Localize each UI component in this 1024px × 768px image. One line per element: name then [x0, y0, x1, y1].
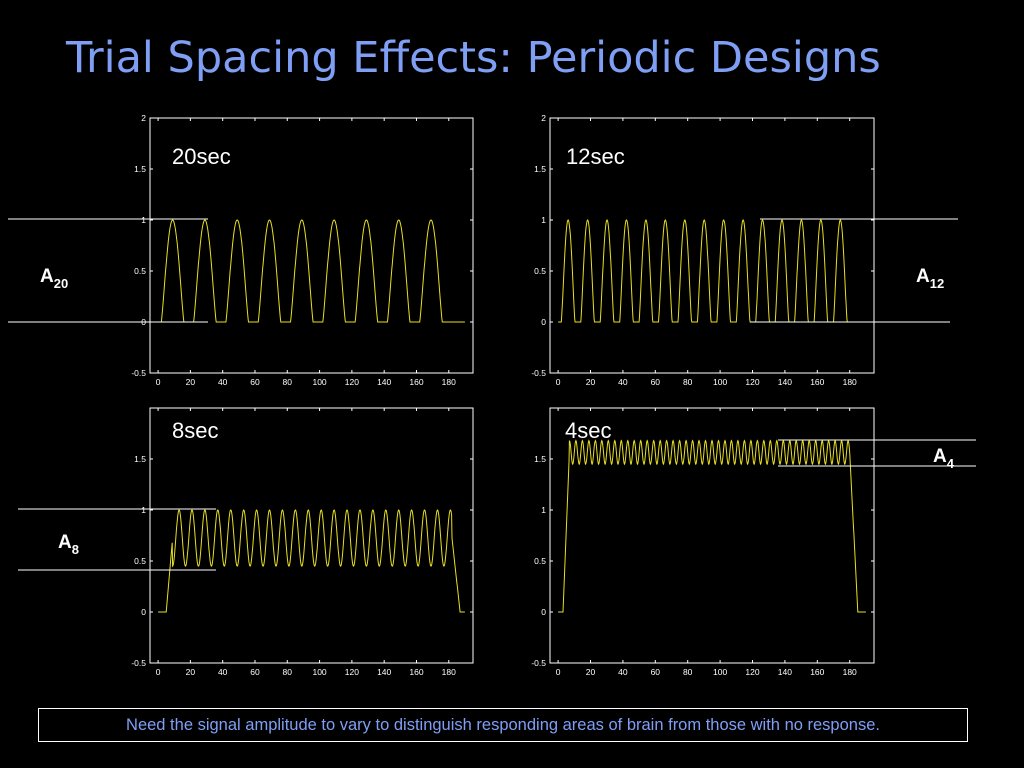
x-tick-label: 160: [810, 667, 824, 677]
x-tick-label: 60: [250, 667, 260, 677]
signal-line: [558, 439, 866, 613]
y-tick-label: -0.5: [131, 658, 146, 668]
x-tick-label: 40: [218, 667, 228, 677]
x-tick-label: 40: [618, 667, 628, 677]
y-tick-label: 1: [541, 505, 546, 515]
x-tick-label: 120: [345, 377, 359, 387]
slide-title: Trial Spacing Effects: Periodic Designs: [66, 33, 881, 83]
y-tick-label: 1.5: [534, 454, 546, 464]
x-tick-label: 180: [843, 667, 857, 677]
y-tick-label: 2: [141, 113, 146, 123]
amplitude-label: A20: [40, 266, 68, 291]
y-tick-label: -0.5: [531, 658, 546, 668]
x-tick-label: 20: [186, 667, 196, 677]
chart-4sec: 0 20 40 60 80 100 120 140 160 180 -0.5 0 0.5 1 1.5 4sec: [531, 407, 875, 677]
amplitude-label-sub: 20: [54, 276, 68, 291]
x-tick-label: 80: [283, 667, 293, 677]
plot-title: 12sec: [566, 144, 625, 169]
y-tick-label: 0: [541, 317, 546, 327]
x-tick-label: 100: [713, 667, 727, 677]
amplitude-label-main: A: [58, 532, 72, 553]
y-tick-label: 1: [541, 215, 546, 225]
y-tick-label: 1.5: [534, 164, 546, 174]
x-tick-label: 160: [810, 377, 824, 387]
x-tick-label: 180: [843, 377, 857, 387]
plot-frame: [149, 407, 474, 664]
x-tick-label: 140: [377, 377, 391, 387]
y-tick-label: 0.5: [534, 266, 546, 276]
x-tick-label: 180: [442, 667, 456, 677]
y-tick-label: -0.5: [531, 368, 546, 378]
y-tick-label: 0.5: [534, 556, 546, 566]
x-tick-label: 140: [778, 667, 792, 677]
x-tick-label: 0: [156, 667, 161, 677]
signal-line: [158, 219, 465, 323]
y-tick-label: -0.5: [131, 368, 146, 378]
plot-frame: [149, 117, 474, 374]
amplitude-label: A12: [916, 266, 944, 291]
x-tick-label: 0: [556, 667, 561, 677]
y-tick-label: 0.5: [134, 266, 146, 276]
amplitude-label-sub: 4: [947, 456, 955, 471]
x-tick-label: 140: [778, 377, 792, 387]
amplitude-label-main: A: [916, 266, 930, 287]
amplitude-label: A8: [58, 532, 79, 557]
x-tick-label: 60: [651, 377, 661, 387]
x-tick-label: 0: [156, 377, 161, 387]
signal-line: [158, 509, 465, 613]
x-tick-label: 120: [745, 377, 759, 387]
plot-frame: [549, 117, 875, 374]
chart-20sec: 0 20 40 60 80 100 120 140 160 180-0.500.511.5220s…: [131, 113, 474, 387]
chart-12sec: 0 20 40 60 80 100 120 140 160 180 -0.5 0 0.5 1 1.5 2 12s…: [531, 113, 875, 387]
x-tick-label: 20: [586, 667, 596, 677]
x-tick-label: 180: [442, 377, 456, 387]
signal-line: [558, 219, 866, 323]
y-tick-label: 1: [141, 215, 146, 225]
x-tick-label: 0: [556, 377, 561, 387]
amplitude-label: A4: [933, 446, 955, 471]
y-tick-label: 0: [141, 607, 146, 617]
x-tick-label: 80: [283, 377, 293, 387]
x-tick-label: 100: [713, 377, 727, 387]
x-tick-label: 20: [186, 377, 196, 387]
x-tick-label: 20: [586, 377, 596, 387]
plot-title: 4sec: [565, 418, 611, 443]
plot-title: 20sec: [172, 144, 231, 169]
x-tick-label: 120: [745, 667, 759, 677]
amplitude-label-main: A: [933, 446, 947, 467]
x-tick-label: 120: [345, 667, 359, 677]
amplitude-label-main: A: [40, 266, 54, 287]
y-tick-label: 2: [541, 113, 546, 123]
x-tick-label: 100: [312, 377, 326, 387]
x-tick-label: 60: [250, 377, 260, 387]
y-tick-label: 1.5: [134, 454, 146, 464]
x-tick-label: 160: [409, 377, 423, 387]
amplitude-label-sub: 12: [930, 276, 944, 291]
x-tick-label: 40: [218, 377, 228, 387]
x-tick-label: 40: [618, 377, 628, 387]
x-tick-label: 80: [683, 377, 693, 387]
x-tick-label: 100: [312, 667, 326, 677]
x-tick-label: 140: [377, 667, 391, 677]
plot-title: 8sec: [172, 418, 218, 443]
y-tick-label: 1: [141, 505, 146, 515]
x-tick-label: 80: [683, 667, 693, 677]
y-tick-label: 0: [541, 607, 546, 617]
y-tick-label: 1.5: [134, 164, 146, 174]
plot-frame: [549, 407, 875, 664]
x-tick-label: 160: [409, 667, 423, 677]
amplitude-label-sub: 8: [72, 542, 79, 557]
chart-8sec: 0 20 40 60 80 100 120 140 160 180 -0.5 0 0.5 1 1.5 8sec: [131, 407, 474, 677]
y-tick-label: 0.5: [134, 556, 146, 566]
x-tick-label: 60: [651, 667, 661, 677]
footnote-box: Need the signal amplitude to vary to dis…: [38, 708, 968, 742]
